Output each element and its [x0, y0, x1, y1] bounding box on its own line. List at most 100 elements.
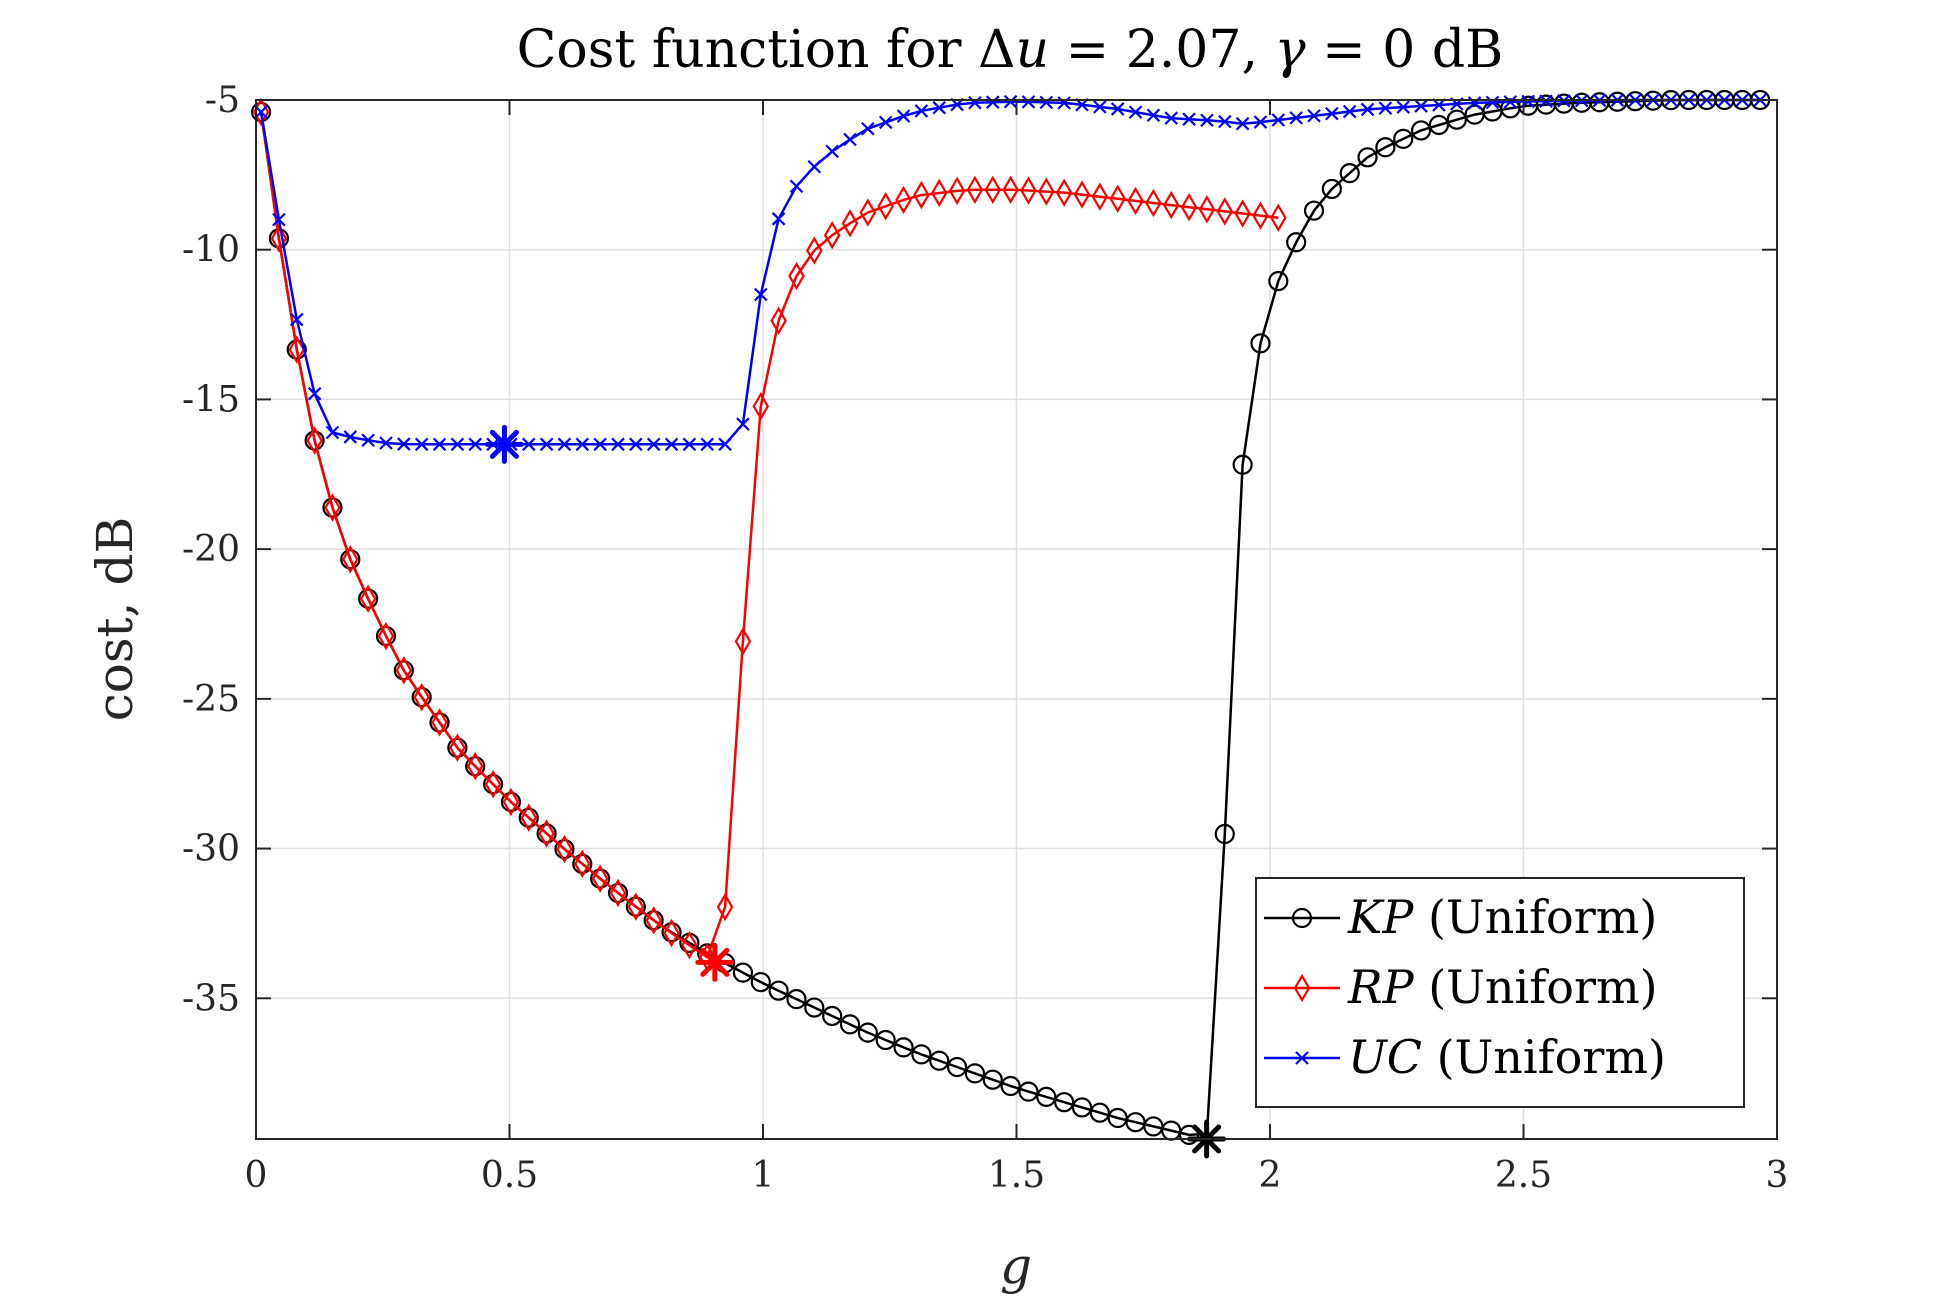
y-tick-label: -30 — [182, 829, 240, 870]
data-point-uc — [1360, 102, 1375, 117]
data-point-rp — [734, 627, 752, 656]
legend-label-rp: RP (Uniform) — [1347, 960, 1658, 1014]
y-axis-title: cost, dB — [86, 517, 144, 721]
data-point-rp — [681, 930, 698, 960]
data-point-uc — [450, 437, 465, 452]
data-point-kp — [340, 549, 361, 570]
data-point-kp — [1018, 1081, 1039, 1102]
data-point-kp — [1089, 1102, 1110, 1123]
data-point-rp — [877, 192, 894, 221]
data-point-rp — [324, 493, 341, 522]
data-point-rp — [538, 819, 555, 848]
data-point-uc — [1093, 100, 1107, 114]
data-point-uc — [254, 105, 268, 119]
data-point-rp — [377, 621, 395, 651]
data-point-kp — [482, 774, 504, 795]
data-point-rp — [770, 306, 787, 335]
data-point-rp — [627, 892, 645, 921]
data-point-uc — [1271, 113, 1286, 127]
data-point-rp — [1127, 186, 1144, 216]
data-point-kp — [393, 660, 414, 681]
data-point-rp — [1234, 199, 1251, 228]
data-point-rp — [520, 803, 538, 832]
data-point-uc — [1200, 113, 1214, 128]
data-point-uc — [985, 95, 1000, 109]
data-point-kp — [268, 228, 290, 249]
data-point-kp — [536, 823, 557, 844]
data-point-kp — [1375, 137, 1396, 158]
data-point-rp — [502, 787, 520, 817]
data-point-uc — [736, 417, 750, 431]
data-point-uc — [878, 115, 893, 130]
data-point-kp — [250, 101, 272, 123]
data-point-kp — [625, 896, 646, 917]
data-point-kp — [857, 1022, 878, 1043]
data-point-uc — [807, 159, 822, 174]
data-point-rp — [1216, 197, 1234, 226]
data-point-rp — [609, 878, 627, 908]
data-point-uc — [629, 437, 643, 452]
data-point-kp — [590, 868, 611, 889]
data-point-kp — [964, 1063, 986, 1084]
data-point-kp — [1446, 109, 1467, 130]
data-point-uc — [575, 437, 590, 452]
minimum-marker-rp — [695, 942, 735, 982]
data-point-rp — [484, 769, 502, 799]
data-point-uc — [700, 437, 715, 452]
data-point-kp — [554, 838, 575, 860]
data-point-rp — [663, 918, 680, 948]
legend: KP (Uniform) RP (Uniform) UC (Uniform) — [1255, 877, 1745, 1108]
data-point-uc — [1128, 105, 1143, 119]
data-point-rp — [359, 584, 377, 613]
data-point-uc — [325, 425, 340, 440]
data-point-kp — [786, 989, 807, 1010]
x-tick-label: 1 — [752, 1155, 775, 1196]
data-point-uc — [753, 287, 768, 302]
data-point-rp — [395, 656, 413, 685]
x-tick-label: 2.5 — [1495, 1155, 1552, 1196]
legend-swatches — [1264, 907, 1340, 1065]
data-point-kp — [1178, 1124, 1200, 1145]
data-point-kp — [1268, 270, 1289, 292]
data-point-rp — [841, 209, 859, 238]
data-point-rp — [1002, 175, 1019, 205]
data-point-uc — [914, 104, 929, 118]
data-point-rp — [1073, 180, 1091, 209]
data-point-uc — [343, 430, 358, 444]
x-tick-label: 0 — [245, 1155, 268, 1196]
data-point-rp — [306, 426, 323, 455]
data-point-uc — [1110, 102, 1125, 116]
data-point-uc — [1414, 99, 1428, 113]
data-point-kp — [322, 497, 343, 518]
data-point-rp — [948, 176, 966, 206]
chart-title: Cost function for Δu = 2.07, γ = 0 dB — [517, 20, 1504, 80]
data-point-rp — [645, 906, 662, 935]
data-point-rp — [556, 834, 573, 864]
data-point-uc — [414, 437, 429, 452]
data-point-rp — [859, 198, 877, 227]
data-point-kp — [1303, 200, 1325, 221]
data-point-rp — [1109, 184, 1126, 213]
data-point-uc — [1182, 112, 1196, 126]
data-point-kp — [1250, 333, 1271, 354]
data-point-kp — [518, 807, 539, 828]
data-point-rp — [788, 261, 805, 291]
data-point-rp — [1270, 203, 1287, 232]
data-point-rp — [984, 175, 1002, 205]
data-point-kp — [375, 625, 397, 647]
data-point-rp — [895, 185, 912, 215]
data-point-uc — [646, 437, 661, 452]
data-point-uc — [664, 437, 679, 452]
data-point-rp — [806, 236, 823, 265]
data-point-rp — [823, 221, 841, 250]
tick-marks — [255, 99, 1778, 1139]
legend-marker-uc — [1295, 1051, 1309, 1065]
data-point-uc — [432, 437, 447, 452]
data-point-rp — [1055, 178, 1073, 207]
data-point-rp — [1162, 190, 1180, 220]
legend-marker-kp — [1291, 907, 1313, 929]
y-tick-label: -25 — [182, 679, 240, 720]
data-point-uc — [1485, 95, 1500, 110]
data-point-rp — [966, 175, 984, 205]
y-tick-label: -20 — [182, 529, 240, 570]
